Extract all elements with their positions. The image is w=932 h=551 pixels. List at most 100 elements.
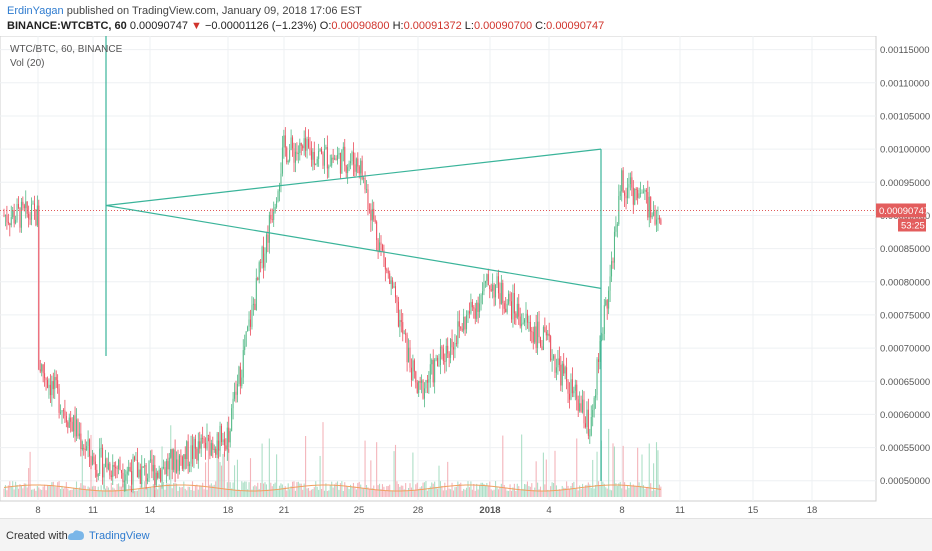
volume-bar <box>220 465 223 497</box>
volume-bar <box>296 482 298 497</box>
candle-body <box>158 469 160 478</box>
candle-body <box>109 463 111 476</box>
volume-bar <box>576 438 578 497</box>
volume-bar <box>344 482 346 497</box>
candle-body <box>318 151 320 159</box>
candle-body <box>19 207 21 228</box>
candle-body <box>447 345 449 354</box>
candle-body <box>374 219 376 222</box>
volume-bar <box>213 484 215 497</box>
candle-body <box>231 408 233 432</box>
candle-body <box>216 440 218 455</box>
candle-body <box>492 284 494 291</box>
volume-bar <box>31 489 33 497</box>
volume-bar <box>374 489 376 497</box>
price-chart[interactable]: 0.00050000 0.00055000 0.00060000 0.00065000… <box>0 35 932 517</box>
volume-bar <box>292 481 294 497</box>
tradingview-brand-link[interactable]: TradingView <box>89 530 150 542</box>
candle-body <box>222 439 224 443</box>
candle-body <box>64 410 66 416</box>
candle-body <box>332 157 334 160</box>
candle-body <box>503 303 505 309</box>
candle-body <box>284 135 286 148</box>
author-link[interactable]: ErdinYagan <box>7 5 64 17</box>
candle-body <box>499 293 501 305</box>
candle-body <box>270 214 272 220</box>
candle-body <box>149 459 151 461</box>
volume-bar <box>81 439 83 497</box>
volume-bar <box>450 489 452 497</box>
candle-body <box>115 466 117 469</box>
candle-body <box>657 217 659 220</box>
candle-body <box>206 435 208 449</box>
volume-bar <box>412 452 414 497</box>
candle-body <box>487 274 489 286</box>
candle-body <box>57 380 59 389</box>
volume-bar <box>399 486 401 497</box>
volume-bar <box>386 486 388 497</box>
candle-body <box>238 366 240 384</box>
candle-body <box>357 158 359 167</box>
volume-bar <box>631 485 633 497</box>
volume-bar <box>363 488 365 497</box>
candle-body <box>383 250 385 258</box>
candle-body <box>71 421 73 432</box>
candle-body <box>571 379 573 394</box>
volume-bar <box>299 483 301 497</box>
volume-bar <box>426 490 428 497</box>
volume-bar <box>138 488 140 497</box>
candle-body <box>277 191 279 202</box>
candle-body <box>49 384 51 396</box>
volume-bar <box>326 490 328 497</box>
volume-bar <box>555 485 557 497</box>
volume-bar <box>26 487 28 497</box>
countdown-badge <box>898 218 926 232</box>
candle-body <box>529 321 531 332</box>
volume-bar <box>189 486 191 497</box>
volume-bar <box>493 489 495 497</box>
y-tick-label: 0.00085000 <box>880 244 930 255</box>
volume-bar <box>247 489 249 497</box>
candle-body <box>412 360 414 381</box>
candle-body <box>245 331 247 347</box>
volume-bar <box>387 485 389 497</box>
volume-bar <box>284 486 286 497</box>
candle-body <box>236 383 238 395</box>
candle-body <box>257 278 259 280</box>
candle-body <box>322 153 324 166</box>
low-value: 0.00090700 <box>473 20 533 32</box>
volume-bar <box>276 454 278 497</box>
candle-body <box>315 163 317 165</box>
volume-bar <box>354 487 356 497</box>
symbol-label: BINANCE:WTCBTC, 60 <box>7 20 127 32</box>
candle-body <box>637 189 639 198</box>
candle-body <box>287 160 289 163</box>
candle-body <box>118 459 120 469</box>
volume-bar <box>22 488 24 497</box>
volume-bar <box>516 483 518 497</box>
volume-bar <box>383 486 385 497</box>
volume-bar <box>615 483 617 497</box>
candle-body <box>232 398 234 409</box>
published-text: published on TradingView.com, January 09… <box>66 5 362 17</box>
candle-body <box>424 388 425 399</box>
candle-body <box>247 326 249 332</box>
volume-bar <box>218 448 220 497</box>
volume-bar <box>312 489 314 497</box>
candle-body <box>218 440 220 451</box>
candle-body <box>570 379 572 400</box>
volume-bar <box>222 453 224 497</box>
candle-body <box>460 326 462 329</box>
volume-bar <box>162 481 165 497</box>
volume-bar <box>364 440 366 497</box>
candle-body <box>473 307 475 309</box>
candle-body <box>347 167 349 174</box>
candle-body <box>656 219 657 225</box>
volume-bar <box>239 490 241 497</box>
volume-bar <box>332 487 334 497</box>
close-label: C: <box>535 20 547 32</box>
candle-body <box>408 347 410 363</box>
candle-body <box>586 409 588 427</box>
chart-area[interactable]: 0.00050000 0.00055000 0.00060000 0.00065000… <box>0 35 932 517</box>
candle-body <box>425 380 427 389</box>
